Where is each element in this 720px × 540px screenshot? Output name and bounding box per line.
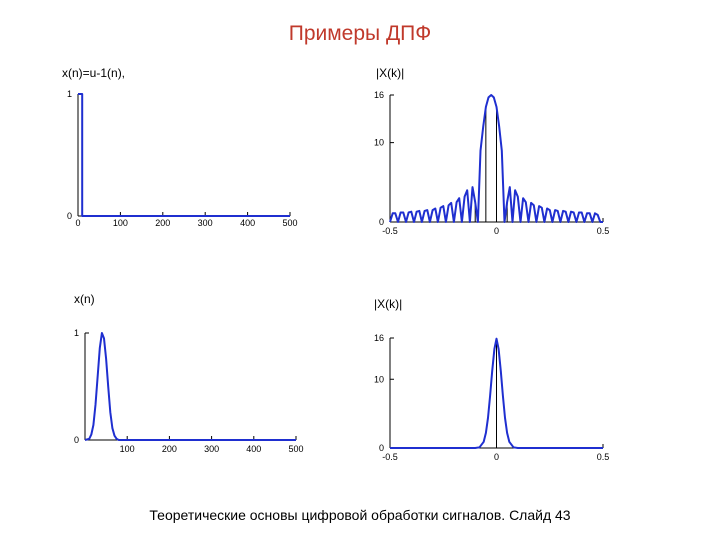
gauss-spectrum-series-line <box>390 337 603 449</box>
gauss-spectrum-y-tick-label: 0 <box>379 443 384 453</box>
rect-time-x-tick-label: 0 <box>75 218 80 228</box>
gauss-time-x-tick-label: 300 <box>204 444 219 454</box>
rect-time-x-tick-label: 400 <box>240 218 255 228</box>
rect-time-y-tick-label: 0 <box>67 211 72 221</box>
gauss-time-y-tick-label: 1 <box>74 328 79 338</box>
gauss-spectrum-x-tick-label: 0 <box>494 452 499 462</box>
gauss-spectrum-x-tick-label: -0.5 <box>382 452 398 462</box>
rect-time-x-tick-label: 100 <box>113 218 128 228</box>
panel-label-bottom-left: x(n) <box>74 292 95 306</box>
rect-time-x-tick-label: 500 <box>282 218 297 228</box>
gauss-spectrum-y-tick-label: 10 <box>374 374 384 384</box>
gauss-time-x-tick-label: 100 <box>120 444 135 454</box>
rect-spectrum-y-tick-label: 10 <box>374 138 384 148</box>
gauss-time-x-tick-label: 400 <box>246 444 261 454</box>
rect-spectrum-x-tick-label: 0.5 <box>597 226 610 236</box>
panel-label-top-right: |X(k)| <box>376 66 405 80</box>
gauss-spectrum-y-tick-label: 16 <box>374 333 384 343</box>
rect-time-x-tick-label: 200 <box>155 218 170 228</box>
gauss-time-y-tick-label: 0 <box>74 435 79 445</box>
rect-spectrum-series-line <box>389 94 603 223</box>
gauss-spectrum-x-tick-label: 0.5 <box>597 452 610 462</box>
slide-title: Примеры ДПФ <box>288 22 432 45</box>
rect-spectrum-x-tick-label: 0 <box>494 226 499 236</box>
rect-spectrum-y-tick-label: 0 <box>379 217 384 227</box>
rect-time-x-tick-label: 300 <box>198 218 213 228</box>
rect-spectrum-y-tick-label: 16 <box>374 90 384 100</box>
gauss-time-x-tick-label: 200 <box>162 444 177 454</box>
gauss-time-x-tick-label: 500 <box>288 444 303 454</box>
rect-time-y-tick-label: 1 <box>67 89 72 99</box>
slide-footer: Теоретические основы цифровой обработки … <box>149 507 571 523</box>
rect-spectrum-x-tick-label: -0.5 <box>382 226 398 236</box>
gauss-time-series-line <box>84 332 296 441</box>
panel-label-bottom-right: |X(k)| <box>374 297 403 311</box>
rect-time-series-line <box>78 93 290 217</box>
panel-label-top-left: x(n)=u-1(n), <box>62 66 126 80</box>
